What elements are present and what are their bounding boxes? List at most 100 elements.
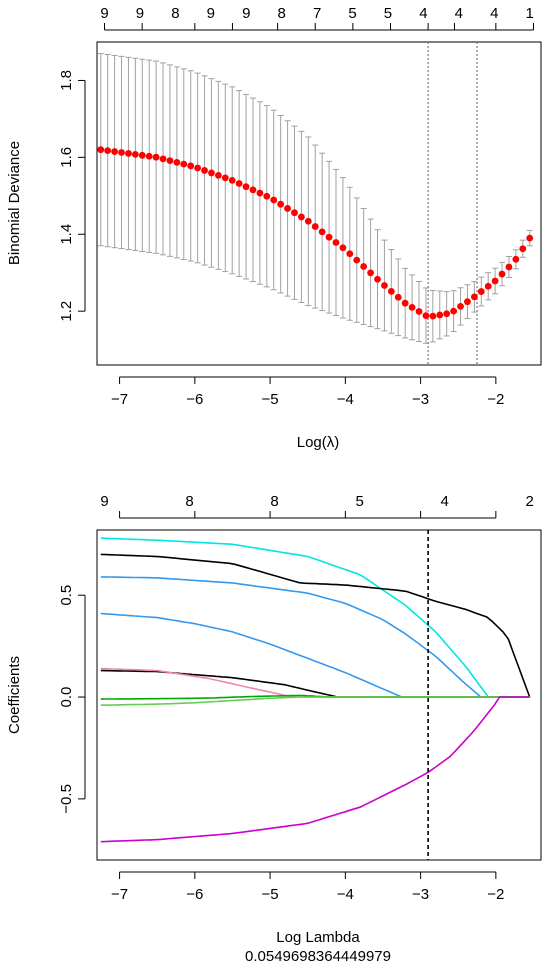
coef-top-label: 4: [441, 493, 449, 510]
cv-mean-point: [111, 148, 118, 155]
cv-mean-point: [214, 171, 222, 179]
coef-y-axis-title: Coefficients: [6, 656, 23, 734]
cv-mean-point: [277, 200, 285, 208]
coef-x-tick-label: −6: [186, 886, 203, 903]
cv-mean-point: [477, 288, 485, 295]
cv-mean-point: [457, 302, 464, 310]
cv-mean-point: [263, 192, 271, 200]
coef-path-line: [100, 576, 530, 698]
cv-mean-point: [97, 146, 105, 154]
cv-mean-point: [131, 150, 139, 158]
cv-mean-point: [526, 234, 534, 242]
cv-mean-point: [505, 263, 513, 271]
coef-path-line: [100, 612, 530, 698]
cv-top-label: 7: [313, 5, 321, 22]
cv-top-label: 8: [278, 5, 286, 22]
coef-x-tick-label: −5: [262, 886, 279, 903]
cv-mean-point: [339, 244, 347, 252]
cv-mean-point: [298, 213, 305, 221]
cv-top-axis: 9 9 8 9 9 8 7 5 5 4 4 4 1: [100, 5, 534, 31]
cv-y-axis-title: Binomial Deviance: [6, 141, 23, 265]
cv-x-axis-title: Log(λ): [297, 434, 340, 451]
cv-x-tick-label: −2: [487, 391, 504, 408]
cv-mean-point: [249, 186, 257, 194]
cv-mean-point: [256, 189, 264, 197]
cv-mean-point: [318, 228, 326, 236]
cv-mean-point: [180, 160, 188, 168]
coef-y-tick-label: −0.5: [58, 784, 75, 814]
cv-x-tick-label: −7: [111, 391, 128, 408]
cv-mean-point: [519, 245, 527, 253]
cv-mean-point: [201, 167, 208, 174]
cv-top-label: 5: [384, 5, 392, 22]
coef-top-label: 9: [100, 493, 108, 510]
cv-mean-point: [367, 269, 374, 277]
cv-mean-points: [97, 146, 534, 320]
cv-mean-point: [387, 287, 395, 295]
cv-plot-frame: [96, 41, 542, 366]
cv-top-label: 1: [526, 5, 534, 22]
cv-mean-point: [436, 311, 444, 319]
cv-mean-point: [443, 310, 451, 318]
cv-top-label: 9: [207, 5, 215, 22]
coef-top-label: 5: [355, 493, 363, 510]
coef-x-axis-title: Log Lambda: [276, 929, 360, 946]
cv-top-label: 9: [136, 5, 144, 22]
coef-plot-frame: [96, 529, 542, 861]
cv-mean-point: [194, 164, 202, 172]
cv-mean-point: [360, 263, 368, 270]
cv-mean-point: [415, 308, 423, 315]
cv-y-tick-label: 1.2: [58, 301, 75, 322]
coef-path-line: [100, 669, 530, 698]
cv-y-tick-label: 1.6: [58, 147, 75, 168]
coef-path-lines: [100, 537, 531, 843]
coef-path-line: [100, 696, 530, 706]
cv-mean-point: [484, 282, 492, 290]
cv-mean-point: [291, 209, 298, 217]
coef-path-line: [100, 696, 530, 843]
coef-y-axis: −0.5 0.0 0.5: [58, 585, 86, 814]
cv-mean-point: [332, 239, 340, 246]
cv-x-tick-label: −4: [337, 391, 354, 408]
cv-mean-point: [470, 293, 478, 301]
coef-top-label: 8: [185, 493, 193, 510]
cv-mean-point: [346, 250, 354, 258]
cv-x-tick-label: −5: [262, 391, 279, 408]
cv-y-tick-label: 1.8: [58, 70, 75, 91]
cv-mean-point: [464, 298, 471, 306]
cv-x-tick-label: −6: [186, 391, 203, 408]
cv-mean-point: [125, 150, 132, 157]
coef-top-label: 8: [270, 493, 278, 510]
coefficient-path-plot: −7 −6 −5 −4 −3 −2 −0.5 0.0 0.5 9 8 8 5 4 2 Log Lambd…: [6, 493, 542, 965]
cv-mean-point: [159, 155, 167, 163]
cv-mean-point: [221, 174, 229, 182]
coef-top-axis: 9 8 8 5 4 2: [100, 493, 534, 519]
coef-x-tick-label: −2: [487, 886, 504, 903]
cv-mean-point: [491, 277, 499, 285]
cv-mean-point: [450, 307, 458, 315]
cv-mean-point: [173, 158, 181, 166]
coef-top-label: 2: [526, 493, 534, 510]
cv-mean-point: [235, 180, 243, 187]
coef-y-tick-label: 0.5: [58, 585, 75, 606]
cv-mean-point: [353, 256, 361, 264]
cv-mean-point: [138, 151, 146, 159]
coef-x-tick-label: −3: [412, 886, 429, 903]
cv-mean-point: [104, 147, 112, 155]
coef-path-line: [100, 537, 530, 698]
cv-top-label: 4: [490, 5, 498, 22]
coef-y-tick-label: 0.0: [58, 687, 75, 708]
cv-mean-point: [401, 299, 409, 307]
cv-mean-point: [374, 275, 381, 283]
cv-mean-point: [422, 312, 430, 320]
coef-x-axis: −7 −6 −5 −4 −3 −2: [111, 871, 504, 903]
cv-top-label: 9: [100, 5, 108, 22]
cv-mean-point: [512, 255, 520, 263]
cv-mean-point: [381, 282, 388, 289]
cv-mean-point: [311, 223, 319, 230]
cv-mean-point: [498, 270, 506, 278]
cv-x-tick-label: −3: [412, 391, 429, 408]
cv-mean-point: [304, 217, 312, 225]
cv-mean-point: [187, 162, 195, 170]
